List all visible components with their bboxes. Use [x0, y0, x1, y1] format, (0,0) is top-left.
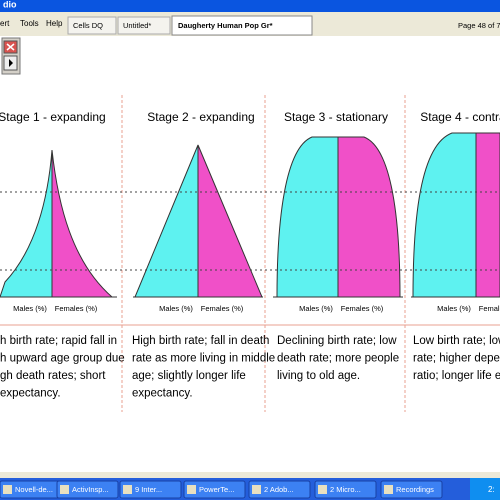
taskbar-button[interactable] — [183, 480, 246, 499]
taskbar-label[interactable]: 2 Adob... — [264, 485, 294, 494]
menu-item[interactable]: Tools — [20, 19, 39, 28]
title-bar — [0, 0, 500, 12]
description-line: gh death rates; short — [0, 370, 106, 382]
tab[interactable] — [117, 16, 171, 35]
taskbar-button[interactable] — [56, 480, 119, 499]
stage-title: Stage 1 - expanding — [0, 110, 106, 124]
males-shape — [0, 149, 53, 298]
taskbar-button[interactable] — [380, 480, 443, 499]
description-line: age; slightly longer life — [132, 370, 246, 382]
females-shape — [337, 136, 401, 298]
reference-lines — [0, 191, 500, 271]
taskbar-label[interactable]: 9 Inter... — [135, 485, 162, 494]
tray — [470, 478, 500, 500]
taskbar-icon — [3, 485, 12, 494]
taskbar-label[interactable]: Novell-de... — [15, 485, 53, 494]
description-line: rate; higher depend — [413, 353, 500, 365]
window-title: dio — [3, 0, 17, 9]
close-icon — [6, 43, 15, 51]
arrow-icon — [9, 59, 13, 67]
taskbar-label[interactable]: Recordings — [396, 485, 434, 494]
tab-active[interactable] — [171, 15, 313, 36]
menu-item[interactable]: Help — [46, 19, 63, 28]
taskbar-icon — [318, 485, 327, 494]
description-line: h birth rate; rapid fall in — [0, 335, 117, 347]
description-line: Low birth rate; low d — [413, 335, 500, 347]
taskbar-icon — [187, 485, 196, 494]
tab-label[interactable]: Cells DQ — [73, 21, 103, 30]
description-line: death rate; more people — [277, 353, 399, 365]
stage-title: Stage 3 - stationary — [284, 110, 388, 124]
axis-label: Males (%) — [437, 304, 471, 313]
axis-label: Females (%) — [55, 304, 98, 313]
axis-label: Females (%) — [341, 304, 384, 313]
axis-label: Males (%) — [299, 304, 333, 313]
description-line: High birth rate; fall in death — [132, 335, 269, 347]
description-line: Declining birth rate; low — [277, 335, 397, 347]
dividers — [121, 95, 406, 412]
description-line: expectancy. — [132, 388, 193, 400]
taskbar-icon — [123, 485, 132, 494]
taskbar-icon — [384, 485, 393, 494]
taskbar-icon — [60, 485, 69, 494]
taskbar-button[interactable] — [119, 480, 182, 499]
axis-label: Males (%) — [159, 304, 193, 313]
females-shape — [475, 132, 500, 298]
page-indicator: Page 48 of 7 — [458, 21, 500, 30]
tab-label[interactable]: Daugherty Human Pop Gr* — [178, 21, 273, 30]
description-line: living to old age. — [277, 370, 360, 382]
menu-item[interactable]: ert — [0, 19, 10, 28]
taskbar-label[interactable]: ActivInsp... — [72, 485, 109, 494]
clock: 2: — [488, 485, 495, 494]
description-line: rate as more living in middle — [132, 353, 275, 365]
axis-label: Females (%) — [479, 304, 500, 313]
taskbar-button[interactable] — [314, 480, 377, 499]
tab-label[interactable]: Untitled* — [123, 21, 151, 30]
axis-label: Females (%) — [201, 304, 244, 313]
description-line: expectancy. — [0, 388, 61, 400]
tab[interactable] — [67, 16, 117, 35]
description-line: ratio; longer life exp — [413, 370, 500, 382]
males-shape — [276, 136, 339, 298]
taskbar-button[interactable] — [248, 480, 311, 499]
axis-label: Males (%) — [13, 304, 47, 313]
taskbar-label[interactable]: PowerTe... — [199, 485, 234, 494]
taskbar-icon — [252, 485, 261, 494]
stage-title: Stage 2 - expanding — [147, 110, 254, 124]
taskbar-label[interactable]: 2 Micro... — [330, 485, 361, 494]
description-line: h upward age group due — [0, 353, 125, 365]
stage-title: Stage 4 - contrac — [420, 110, 500, 124]
stages: Stage 1 - expanding Males (%) Females (%) h… — [0, 110, 500, 400]
taskbar-items: Novell-de... ActivInsp... 9 Inter... PowerT… — [0, 480, 443, 499]
males-shape — [412, 132, 477, 298]
